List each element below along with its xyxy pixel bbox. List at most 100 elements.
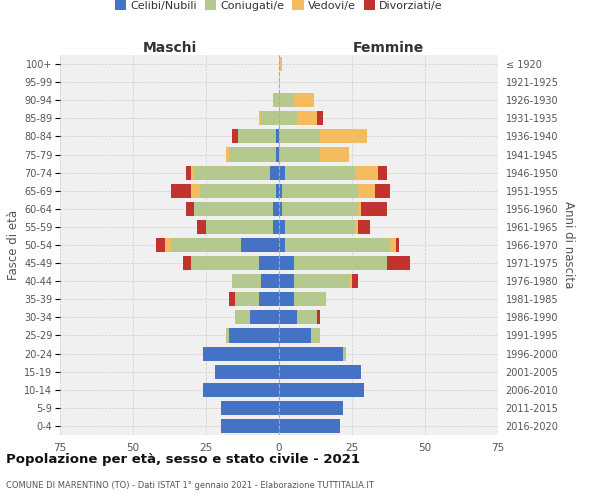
Bar bbox=[279, 310, 296, 324]
Bar bbox=[293, 274, 349, 288]
Bar bbox=[279, 364, 361, 378]
Bar bbox=[358, 202, 361, 216]
Bar bbox=[279, 256, 293, 270]
Bar bbox=[215, 364, 279, 378]
Bar bbox=[279, 202, 282, 216]
Bar bbox=[259, 292, 279, 306]
Bar bbox=[221, 401, 279, 415]
Bar bbox=[259, 112, 262, 126]
Bar bbox=[250, 310, 279, 324]
Text: Femmine: Femmine bbox=[353, 41, 424, 55]
Text: COMUNE DI MARENTINO (TO) - Dati ISTAT 1° gennaio 2021 - Elaborazione TUTTITALIA.: COMUNE DI MARENTINO (TO) - Dati ISTAT 1°… bbox=[6, 480, 374, 490]
Bar bbox=[279, 184, 282, 198]
Bar bbox=[358, 184, 376, 198]
Bar bbox=[279, 238, 285, 252]
Bar bbox=[235, 292, 259, 306]
Bar bbox=[311, 328, 320, 342]
Bar bbox=[361, 202, 387, 216]
Bar bbox=[276, 184, 279, 198]
Y-axis label: Fasce di età: Fasce di età bbox=[7, 210, 20, 280]
Bar bbox=[191, 256, 259, 270]
Bar bbox=[270, 166, 279, 179]
Bar bbox=[378, 166, 387, 179]
Bar bbox=[293, 292, 326, 306]
Bar bbox=[226, 328, 229, 342]
Bar bbox=[200, 184, 276, 198]
Bar bbox=[279, 166, 285, 179]
Bar bbox=[203, 346, 279, 360]
Bar bbox=[279, 220, 285, 234]
Bar bbox=[279, 274, 293, 288]
Bar bbox=[279, 401, 343, 415]
Bar bbox=[273, 220, 279, 234]
Bar bbox=[355, 166, 378, 179]
Bar bbox=[157, 238, 165, 252]
Bar bbox=[206, 220, 273, 234]
Bar bbox=[185, 202, 194, 216]
Bar bbox=[279, 346, 343, 360]
Bar bbox=[296, 112, 317, 126]
Text: Popolazione per età, sesso e stato civile - 2021: Popolazione per età, sesso e stato civil… bbox=[6, 452, 360, 466]
Bar bbox=[343, 346, 346, 360]
Bar bbox=[191, 184, 200, 198]
Bar bbox=[165, 238, 171, 252]
Bar bbox=[349, 274, 352, 288]
Bar bbox=[262, 274, 279, 288]
Bar bbox=[191, 166, 194, 179]
Bar bbox=[273, 93, 279, 108]
Bar bbox=[320, 130, 367, 143]
Bar bbox=[285, 238, 390, 252]
Bar bbox=[387, 256, 410, 270]
Bar bbox=[279, 130, 320, 143]
Bar bbox=[194, 202, 273, 216]
Bar bbox=[376, 184, 390, 198]
Text: Maschi: Maschi bbox=[142, 41, 197, 55]
Bar bbox=[279, 382, 364, 397]
Bar bbox=[232, 130, 238, 143]
Bar bbox=[235, 310, 250, 324]
Bar bbox=[293, 256, 387, 270]
Bar bbox=[390, 238, 396, 252]
Bar bbox=[317, 310, 320, 324]
Bar bbox=[282, 184, 358, 198]
Bar bbox=[276, 148, 279, 162]
Bar bbox=[317, 112, 323, 126]
Bar bbox=[285, 220, 355, 234]
Bar bbox=[396, 238, 399, 252]
Bar bbox=[221, 419, 279, 433]
Bar bbox=[171, 184, 191, 198]
Bar bbox=[279, 93, 293, 108]
Bar bbox=[232, 274, 262, 288]
Bar bbox=[194, 166, 270, 179]
Bar bbox=[238, 130, 276, 143]
Bar bbox=[185, 166, 191, 179]
Bar bbox=[229, 328, 279, 342]
Bar bbox=[352, 274, 358, 288]
Bar bbox=[279, 112, 296, 126]
Bar bbox=[229, 292, 235, 306]
Bar bbox=[203, 382, 279, 397]
Bar bbox=[262, 112, 279, 126]
Bar bbox=[279, 419, 340, 433]
Bar bbox=[355, 220, 358, 234]
Bar bbox=[229, 148, 276, 162]
Bar bbox=[296, 310, 317, 324]
Bar bbox=[171, 238, 241, 252]
Bar bbox=[285, 166, 355, 179]
Bar bbox=[282, 202, 358, 216]
Bar bbox=[241, 238, 279, 252]
Bar bbox=[279, 328, 311, 342]
Bar bbox=[259, 256, 279, 270]
Y-axis label: Anni di nascita: Anni di nascita bbox=[562, 202, 575, 288]
Bar bbox=[276, 130, 279, 143]
Bar bbox=[182, 256, 191, 270]
Bar bbox=[279, 148, 320, 162]
Bar bbox=[273, 202, 279, 216]
Bar bbox=[279, 292, 293, 306]
Legend: Celibi/Nubili, Coniugati/e, Vedovi/e, Divorziati/e: Celibi/Nubili, Coniugati/e, Vedovi/e, Di… bbox=[111, 0, 447, 15]
Bar bbox=[279, 57, 282, 71]
Bar bbox=[293, 93, 314, 108]
Bar bbox=[320, 148, 349, 162]
Bar bbox=[358, 220, 370, 234]
Bar bbox=[226, 148, 229, 162]
